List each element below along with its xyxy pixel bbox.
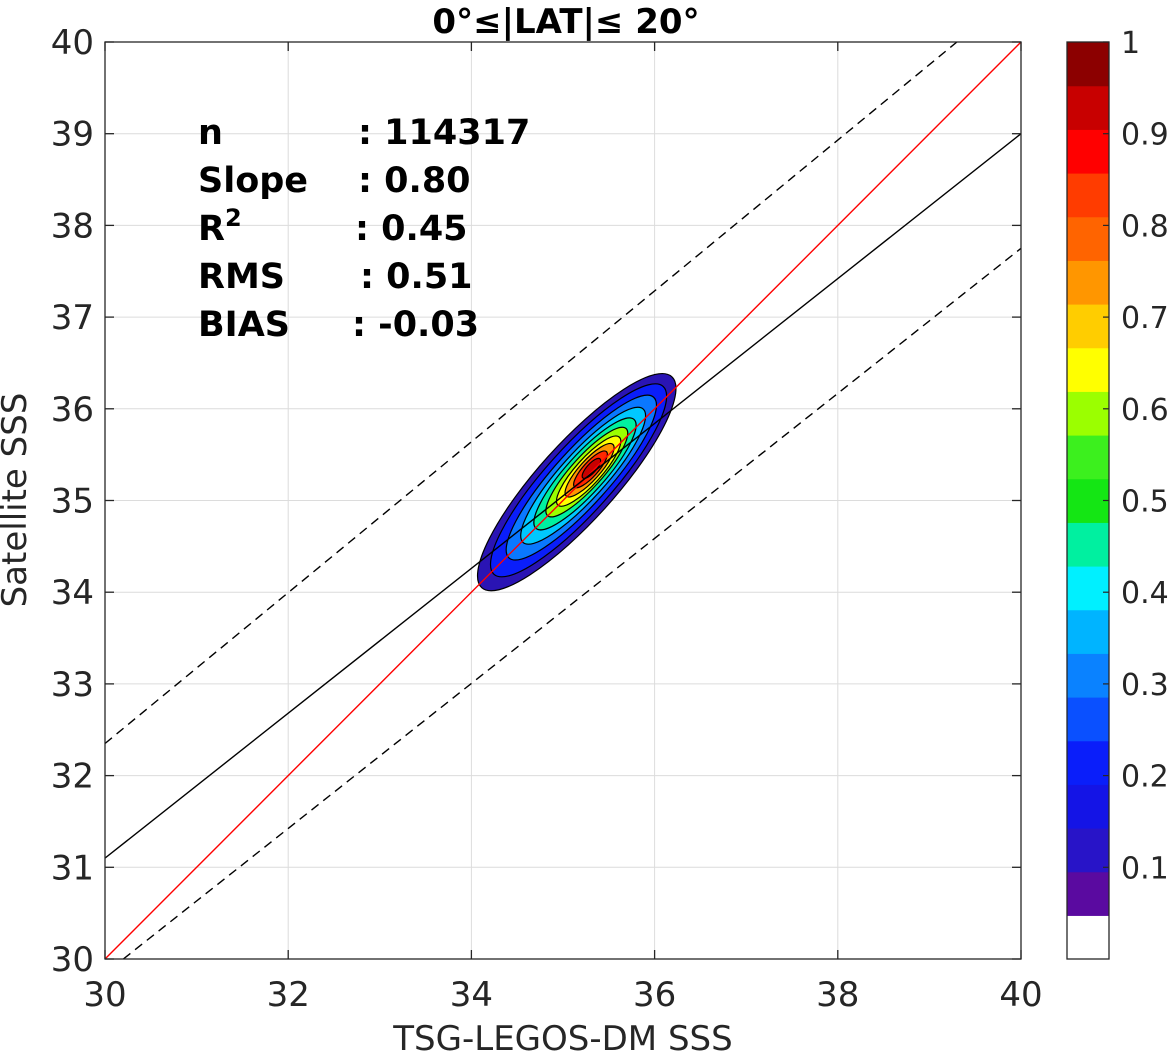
colorbar-segment: [1067, 129, 1109, 174]
y-tick-label: 37: [51, 298, 94, 338]
axes: 30 32 34 36 38 40 30 31 32 33 34 35 36 37 38 39 40: [51, 23, 1043, 1015]
stat-value: : 114317: [358, 113, 530, 153]
y-tick-label: 39: [51, 115, 94, 155]
colorbar-segment: [1067, 391, 1109, 436]
colorbar-segment: [1067, 740, 1109, 785]
y-tick-label: 38: [51, 206, 94, 246]
regression-line: [105, 133, 1021, 859]
chart-title: 0°≤|LAT|≤ 20°: [432, 2, 699, 42]
stat-value: : 0.51: [360, 257, 473, 297]
density-contours: [476, 372, 677, 592]
colorbar-tick-label: 0.9: [1121, 118, 1169, 153]
colorbar-segment: [1067, 915, 1109, 960]
colorbar-segment: [1067, 697, 1109, 742]
reference-lines: [105, 42, 1021, 959]
colorbar-tick-label: 0.4: [1121, 576, 1169, 611]
colorbar-tick-label: 1: [1121, 26, 1140, 61]
y-tick-label: 32: [51, 757, 94, 797]
x-tick-label: 36: [633, 975, 676, 1015]
upper-bound-line: [105, 42, 958, 745]
stat-label: n: [198, 113, 223, 153]
colorbar-segment: [1067, 173, 1109, 218]
colorbar-segment: [1067, 653, 1109, 698]
colorbar-segment: [1067, 260, 1109, 305]
y-tick-label: 40: [51, 23, 94, 63]
colorbar-tick-label: 0.2: [1121, 760, 1169, 795]
stat-value: : -0.03: [352, 305, 479, 345]
colorbar-segment: [1067, 347, 1109, 392]
colorbar-segment: [1067, 522, 1109, 567]
y-tick-label: 35: [51, 482, 94, 522]
stat-label: RMS: [198, 257, 285, 297]
x-axis-title: TSG-LEGOS-DM SSS: [392, 1019, 732, 1055]
stat-value: : 0.45: [355, 209, 468, 249]
colorbar-segment: [1067, 435, 1109, 480]
y-tick-label: 34: [51, 573, 94, 613]
colorbar-segment: [1067, 609, 1109, 654]
y-tick-label: 36: [51, 390, 94, 430]
colorbar-segment: [1067, 478, 1109, 523]
colorbar-tick-label: 0.7: [1121, 301, 1169, 336]
lower-bound-line: [122, 247, 1021, 959]
stat-value: : 0.80: [358, 161, 471, 201]
x-tick-label: 32: [267, 975, 310, 1015]
colorbar-segment: [1067, 566, 1109, 611]
stat-label: Slope: [198, 161, 308, 201]
colorbar-tick-label: 0.8: [1121, 209, 1169, 244]
grid-lines: [105, 42, 1021, 959]
colorbar-segment: [1067, 42, 1109, 87]
colorbar-tick-label: 0.5: [1121, 485, 1169, 520]
colorbar-segment: [1067, 871, 1109, 916]
colorbar-tick-label: 0.1: [1121, 851, 1169, 886]
colorbar-tick-label: 0.3: [1121, 668, 1169, 703]
y-tick-label: 33: [51, 665, 94, 705]
colorbar-segment: [1067, 85, 1109, 130]
y-tick-label: 31: [51, 848, 94, 888]
x-tick-label: 30: [83, 975, 126, 1015]
colorbar-segment: [1067, 304, 1109, 349]
colorbar-segment: [1067, 216, 1109, 261]
y-tick-label: 30: [51, 940, 94, 980]
colorbar: 0.1 0.2 0.3 0.4 0.5 0.6 0.7 0.8 0.9 1: [1066, 26, 1169, 960]
x-tick-label: 38: [816, 975, 859, 1015]
stat-label: BIAS: [198, 305, 290, 345]
x-tick-label: 34: [450, 975, 493, 1015]
x-tick-label: 40: [999, 975, 1042, 1015]
colorbar-tick-label: 0.6: [1121, 393, 1169, 428]
colorbar-segment: [1067, 784, 1109, 829]
one-to-one-line: [105, 42, 1021, 959]
stat-superscript: 2: [225, 204, 242, 232]
y-axis-title: Satellite SSS: [0, 393, 35, 608]
colorbar-segment: [1067, 828, 1109, 873]
